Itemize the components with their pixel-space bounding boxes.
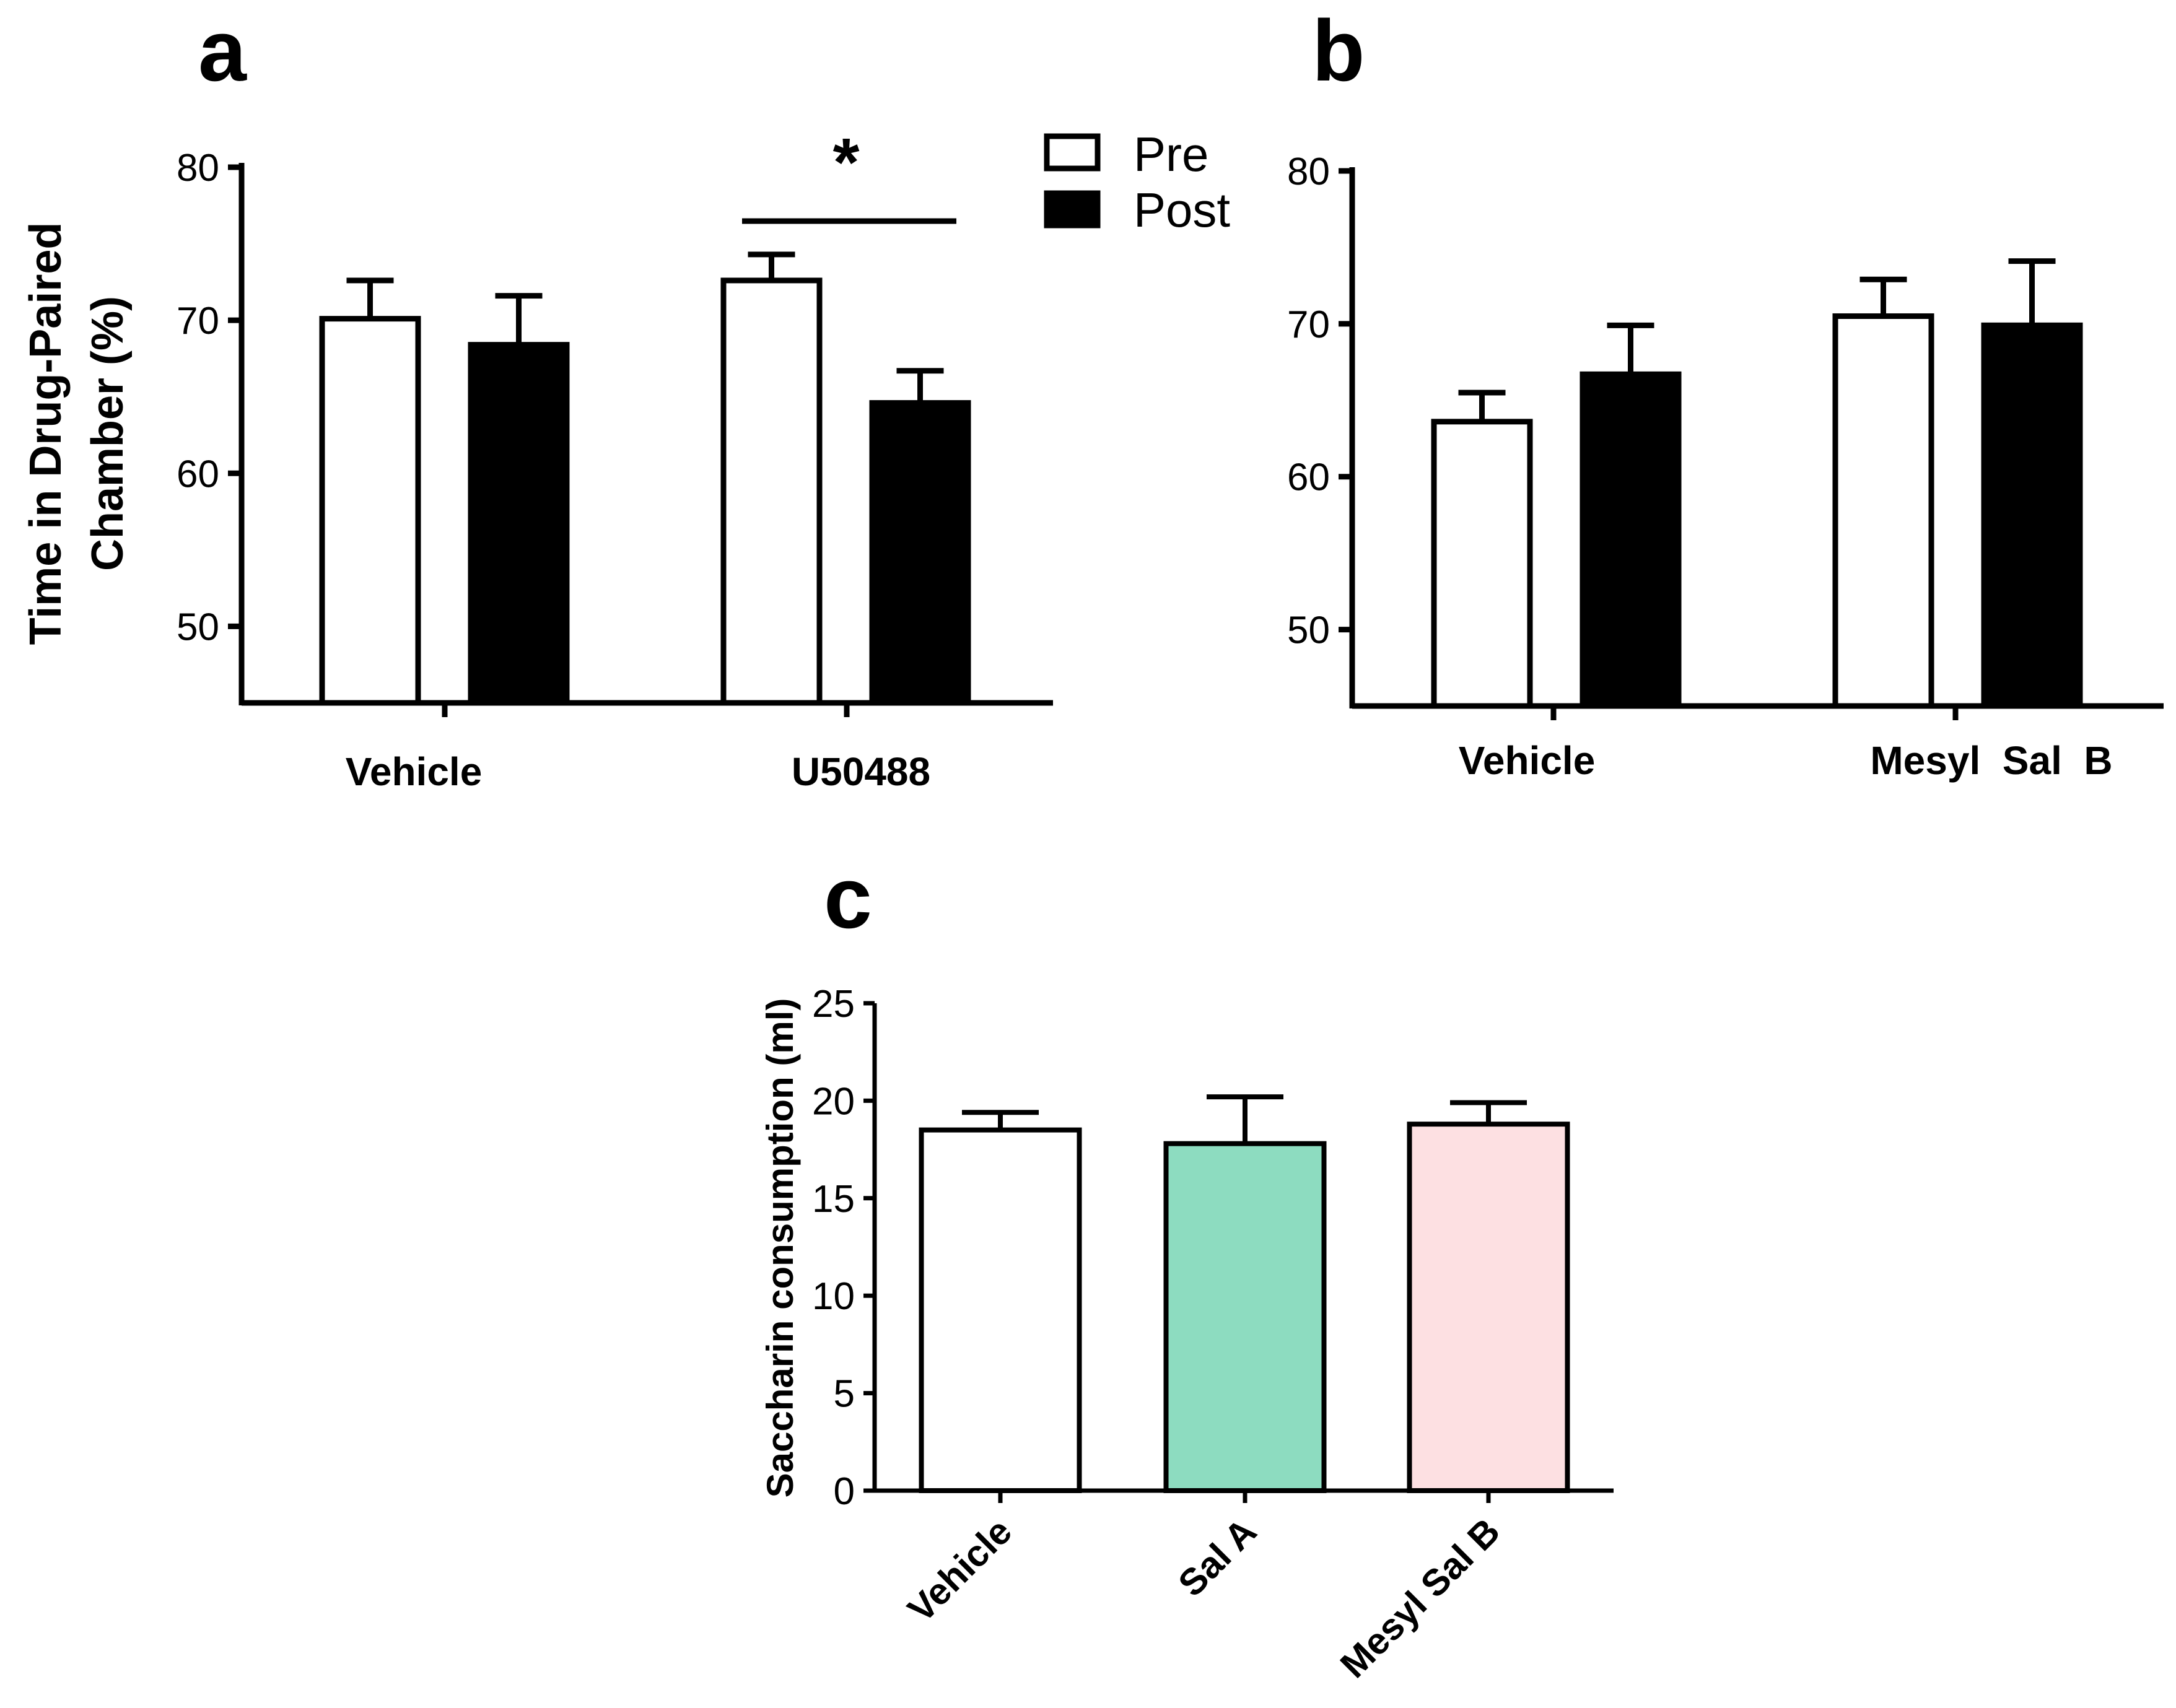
panel-b-y-tick-label-50: 50 — [1287, 609, 1330, 652]
legend-label-post: Post — [1134, 183, 1230, 237]
legend-swatch-post — [1044, 190, 1101, 229]
panel-c-category-label-mesyl-sal-b: Mesyl Sal B — [1332, 1510, 1508, 1686]
panel-a-y-tick-label-60: 60 — [177, 453, 219, 495]
panel-b-y-tick-label-70: 70 — [1287, 303, 1330, 346]
panel-c-category-label-vehicle: Vehicle — [900, 1510, 1020, 1631]
panel-b-bar-mesyl-sal-b-pre — [1832, 313, 1934, 709]
legend-swatch-pre — [1044, 133, 1101, 172]
panel-a-y-tick-label-50: 50 — [177, 606, 219, 648]
panel-a-category-label-u50488: U50488 — [792, 749, 930, 794]
panel-a-letter: a — [198, 2, 247, 99]
panel-b-bar-mesyl-sal-b-post — [1981, 322, 2083, 709]
panel-a-bar-vehicle-pre — [319, 316, 421, 706]
panel-b-bar-vehicle-pre — [1431, 419, 1533, 709]
panel-a-bar-vehicle-post — [468, 342, 570, 706]
panel-a-bars — [319, 251, 971, 706]
panel-a-category-label-vehicle: Vehicle — [346, 749, 483, 794]
panel-c-y-tick-label-15: 15 — [812, 1178, 855, 1221]
panel-c-bars — [919, 1094, 1570, 1493]
panel-c-x-ticks: Vehicle Sal A Mesyl Sal B — [900, 1491, 1508, 1686]
panel-b: b 50 60 70 80 Vehicle Mesyl Sal B — [1287, 2, 2164, 783]
panel-b-y-ticks: 50 60 70 80 — [1287, 150, 1352, 652]
panel-c-bar-mesyl-sal-b — [1407, 1122, 1570, 1493]
panel-a-y-ticks: 50 60 70 80 — [177, 147, 242, 648]
panel-c-category-label-sal-a: Sal A — [1170, 1510, 1264, 1605]
panel-c-y-tick-label-0: 0 — [834, 1470, 855, 1513]
panel-b-category-label-vehicle: Vehicle — [1459, 738, 1596, 783]
panel-c-y-tick-label-5: 5 — [834, 1373, 855, 1416]
panel-c-letter: c — [824, 849, 872, 946]
panel-a-significance-star: * — [833, 124, 860, 201]
panel-a: a 50 60 70 80 Vehicle U50488 Time in Drug-P… — [21, 2, 1230, 794]
panel-c: c 0 5 10 15 20 25 Vehicle Sal A Mesyl Sal B Sac… — [759, 849, 1614, 1686]
panel-a-bar-u50488-post — [869, 400, 971, 706]
legend-label-pre: Pre — [1134, 127, 1208, 181]
panel-b-y-tick-label-80: 80 — [1287, 150, 1330, 193]
panel-a-y-axis-title-line-1: Time in Drug-Paired — [21, 222, 71, 645]
panel-a-legend: Pre Post — [1044, 127, 1230, 237]
panel-b-bars — [1431, 258, 2083, 709]
panel-a-y-tick-label-80: 80 — [177, 147, 219, 190]
panel-c-y-tick-label-25: 25 — [812, 983, 855, 1026]
panel-b-y-tick-label-60: 60 — [1287, 456, 1330, 499]
panel-a-bar-u50488-pre — [720, 277, 823, 706]
panel-b-category-label-mesyl-sal-b: Mesyl Sal B — [1870, 738, 2112, 783]
panel-c-y-tick-label-20: 20 — [812, 1080, 855, 1123]
panel-b-bar-vehicle-post — [1580, 371, 1682, 709]
panel-c-y-axis-title: Saccharin consumption (ml) — [759, 998, 801, 1498]
panel-c-bar-vehicle — [919, 1127, 1082, 1493]
panel-a-y-axis-title-line-2: Chamber (%) — [83, 296, 133, 571]
panel-c-y-tick-label-10: 10 — [812, 1275, 855, 1318]
panel-a-y-tick-label-70: 70 — [177, 300, 219, 342]
panel-c-y-ticks: 0 5 10 15 20 25 — [812, 983, 875, 1513]
panel-b-letter: b — [1312, 2, 1365, 99]
panel-c-bar-sal-a — [1163, 1141, 1327, 1493]
